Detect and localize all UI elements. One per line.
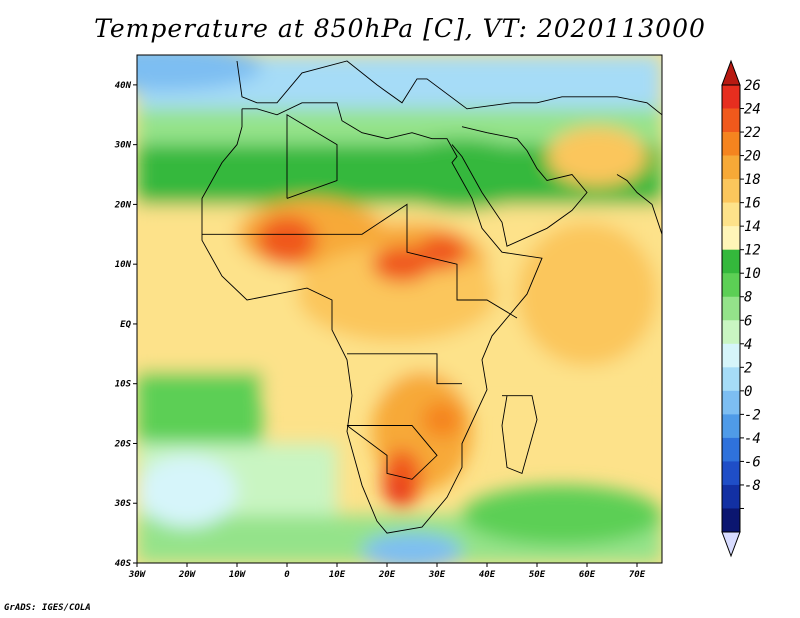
coastline-borders — [201, 60, 662, 534]
colorbar-segment — [722, 320, 740, 345]
lon-tick-label: 10E — [329, 570, 346, 580]
colorbar-segment — [722, 273, 740, 298]
colorbar-level-label: 26 — [744, 78, 761, 94]
field-hotspot-sudan — [417, 234, 467, 271]
colorbar-level-label: 18 — [744, 172, 761, 188]
map-title: Temperature at 850hPa [C], VT: 202011300… — [94, 14, 706, 43]
colorbar-level-label: 12 — [744, 243, 761, 259]
field-hotspot-kalahari — [387, 479, 407, 504]
colorbar-level-label: 0 — [744, 384, 752, 400]
colorbar-level-label: 14 — [744, 219, 761, 235]
colorbar-level-label: 16 — [744, 196, 761, 212]
field-hotspot-sahel — [372, 246, 432, 283]
field-cold-pool-north — [137, 55, 262, 91]
colorbar-segment — [722, 390, 740, 415]
field-central-warm — [297, 246, 497, 342]
lat-tick-label: 40S — [115, 559, 132, 569]
field-cold-pool-south — [362, 533, 462, 563]
colorbar-segment — [722, 226, 740, 250]
lat-tick-label: EQ — [120, 320, 131, 330]
colorbar-segment — [722, 155, 740, 180]
map-plot-area — [136, 54, 663, 564]
colorbar-segment — [722, 343, 740, 368]
colorbar-segment — [722, 461, 740, 486]
lon-tick-label: 20W — [178, 570, 197, 580]
colorbar-bottom-arrow — [721, 531, 741, 558]
field-southatlantic-green — [137, 371, 262, 456]
colorbar-level-label: -2 — [744, 407, 761, 423]
coastline-arabia — [451, 126, 588, 247]
map-frame — [136, 54, 663, 564]
colorbar-segment — [722, 108, 740, 133]
field-egypt-green — [387, 138, 537, 211]
colorbar-segment — [722, 249, 740, 274]
colorbar-segment — [722, 85, 740, 109]
lat-tick-label: 10S — [115, 380, 132, 390]
colorbar-level-label: -4 — [744, 431, 761, 447]
colorbar-segment — [722, 132, 740, 156]
lat-tick-label: 40N — [115, 81, 132, 91]
colorbar-level-label: -8 — [744, 478, 761, 494]
field-indian-ocean-green — [462, 485, 662, 546]
colorbar-level-label: 4 — [744, 337, 752, 353]
colorbar-segment — [722, 296, 740, 321]
lon-tick-label: 30E — [428, 570, 446, 580]
colorbar-level-label: -6 — [744, 454, 761, 470]
lon-tick-label: 60E — [579, 570, 596, 580]
latitude-axis: 40N 30N 20N 10N EQ 10S 20S 30S 40S — [114, 81, 137, 569]
grads-credit: GrADS: IGES/COLA — [4, 603, 91, 613]
colorbar-level-label: 22 — [744, 125, 761, 141]
border-algeria — [286, 114, 338, 199]
lon-tick-label: 0 — [284, 570, 290, 580]
lon-tick-label: 10W — [229, 570, 247, 580]
border-southern — [346, 425, 438, 480]
colorbar-segment — [722, 179, 740, 203]
colorbar-segment — [722, 367, 740, 392]
colorbar-level-label: 2 — [744, 360, 752, 376]
lon-tick-label: 70E — [629, 570, 646, 580]
lon-tick-label: 20E — [378, 570, 396, 580]
colorbar-segment — [722, 508, 740, 533]
colorbar-segment — [722, 414, 740, 439]
border-central — [347, 353, 462, 385]
colorbar-level-label: 20 — [744, 149, 761, 165]
lat-tick-label: 20S — [114, 439, 132, 449]
field-cold-pool-atlantic — [137, 455, 237, 528]
coastline-europe — [236, 60, 662, 116]
field-indian-ocean-warm — [517, 222, 657, 366]
field-hotspot-west — [257, 216, 317, 265]
colorbar-level-label: 6 — [744, 313, 752, 329]
lat-tick-label: 30N — [114, 141, 132, 151]
longitude-axis: 30W 20W 10W 0 10E 20E 30E 40E 50E 60E 70E — [128, 563, 646, 580]
lat-tick-label: 10N — [115, 260, 132, 270]
lon-tick-label: 30W — [128, 570, 147, 580]
colorbar-level-label: 10 — [744, 266, 761, 282]
lat-tick-label: 20N — [114, 200, 132, 210]
colorbar-segment — [722, 484, 740, 509]
coastline-madagascar — [501, 395, 538, 475]
lat-tick-label: 30S — [114, 499, 132, 509]
field-arabia-warm — [547, 126, 647, 187]
border-sahel — [202, 203, 518, 319]
colorbar-top-arrow — [721, 59, 741, 86]
temperature-field — [137, 55, 662, 563]
field-hotspot-zambia — [422, 401, 462, 438]
colorbar-level-label: 24 — [744, 102, 761, 118]
colorbar-level-label: 8 — [744, 290, 752, 306]
coastline-africa — [201, 102, 543, 534]
lon-tick-label: 50E — [529, 570, 546, 580]
lon-tick-label: 40E — [479, 570, 496, 580]
coastline-india — [616, 174, 662, 235]
colorbar-segment — [722, 437, 740, 462]
colorbar-segment — [722, 202, 740, 227]
